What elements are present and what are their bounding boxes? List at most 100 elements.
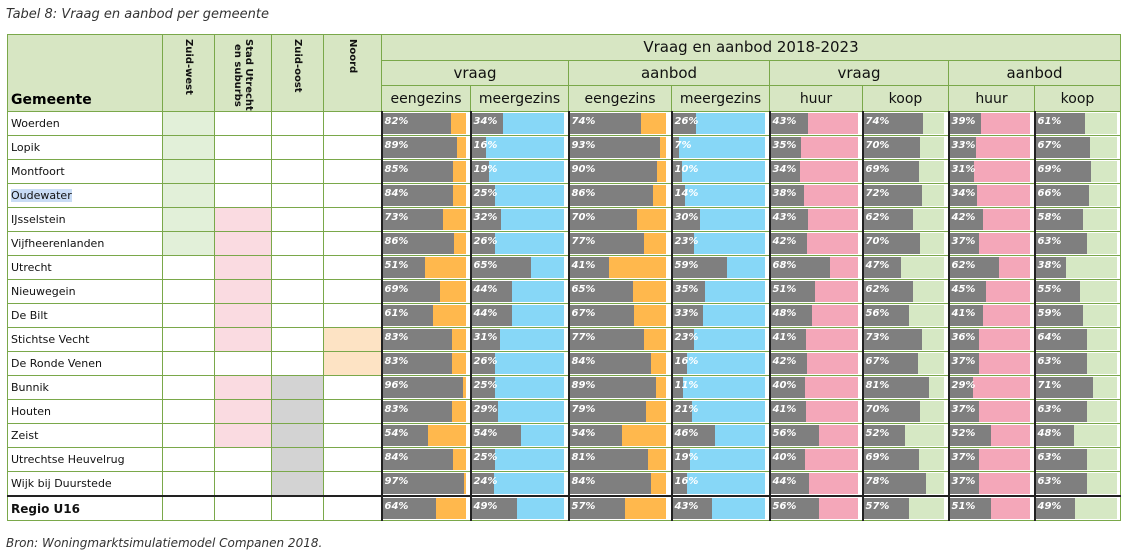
bar	[1036, 377, 1120, 398]
bar-cell-vraag-huur: 38%	[768, 183, 863, 208]
bar-cell-aanbod-huur: 31%	[947, 159, 1035, 184]
bar-fill	[771, 473, 809, 494]
region-cell-noord	[323, 255, 382, 280]
percent-label: 62%	[951, 260, 976, 271]
bar-cell-aanbod-eengezins: 74%	[567, 111, 672, 136]
bar-fill	[864, 473, 927, 494]
bar-cell-aanbod-eengezins: 41%	[567, 255, 672, 280]
bar-fill	[570, 329, 645, 350]
bar	[673, 305, 769, 326]
bar	[383, 113, 470, 134]
bar-fill	[673, 377, 683, 398]
bar	[864, 401, 948, 422]
bar-cell-aanbod-koop: 38%	[1033, 255, 1121, 280]
percent-label: 40%	[772, 452, 797, 463]
bar-fill	[383, 377, 463, 398]
bar-cell-aanbod-koop: 63%	[1033, 471, 1121, 497]
percent-label: 70%	[571, 212, 596, 223]
percent-label: 70%	[865, 236, 890, 247]
percent-label: 90%	[571, 164, 596, 175]
bar-fill	[864, 353, 918, 374]
percent-label: 42%	[772, 236, 797, 247]
percent-label: 74%	[571, 116, 596, 127]
bar-remainder	[673, 161, 765, 182]
bar-cell-aanbod-meergezins: 23%	[670, 231, 770, 256]
percent-label: 83%	[384, 356, 409, 367]
table-caption: Tabel 8: Vraag en aanbod per gemeente	[6, 7, 269, 22]
bar-cell-aanbod-koop: 49%	[1033, 495, 1121, 521]
bar-cell-vraag-eengezins: 54%	[380, 423, 471, 448]
bar-fill	[950, 377, 973, 398]
bar	[950, 113, 1034, 134]
region-cell-zuidoost	[271, 327, 324, 352]
bar-fill	[864, 425, 906, 446]
col-header: eengezins	[568, 85, 672, 112]
bar-cell-vraag-koop: 70%	[861, 231, 949, 256]
bar	[1036, 498, 1120, 519]
bar	[864, 449, 948, 470]
col-header: huur	[948, 85, 1035, 112]
percent-label: 81%	[571, 452, 596, 463]
percent-label: 61%	[384, 308, 409, 319]
bar-fill	[771, 498, 820, 519]
bar	[570, 233, 671, 254]
table-row: De Bilt 61% 44% 67% 33% 48% 56% 41% 59%	[7, 303, 1121, 328]
region-cell-noord	[323, 423, 382, 448]
bar-fill	[1036, 257, 1067, 278]
region-cell-zuidwest	[162, 447, 215, 472]
bar	[950, 209, 1034, 230]
gemeente-label: Bunnik	[11, 381, 49, 394]
bar-cell-vraag-eengezins: 51%	[380, 255, 471, 280]
bar-cell-vraag-meergezins: 25%	[469, 183, 569, 208]
bar-fill	[864, 185, 922, 206]
bar-cell-vraag-eengezins: 82%	[380, 111, 471, 136]
gemeente-name: Nieuwegein	[7, 279, 163, 304]
bar-cell-aanbod-meergezins: 21%	[670, 399, 770, 424]
bar-fill	[1036, 353, 1087, 374]
bar-fill	[864, 305, 909, 326]
bar-cell-vraag-koop: 69%	[861, 159, 949, 184]
bar	[950, 185, 1034, 206]
bar-fill	[673, 113, 697, 134]
region-header-zuidoost: Zuid-oost	[271, 34, 324, 112]
percent-label: 61%	[1037, 116, 1062, 127]
bar	[673, 209, 769, 230]
bar-remainder	[673, 137, 765, 158]
bar	[383, 209, 470, 230]
gemeente-name: IJsselstein	[7, 207, 163, 232]
region-cell-zuidwest	[162, 423, 215, 448]
bar	[472, 113, 568, 134]
gemeente-label: Regio U16	[11, 501, 80, 516]
bar	[673, 113, 769, 134]
bar	[472, 209, 568, 230]
sub-header-aanbod: aanbod	[948, 59, 1121, 87]
bar-cell-aanbod-huur: 52%	[947, 423, 1035, 448]
bar-remainder	[673, 329, 765, 350]
bar	[864, 473, 948, 494]
bar-cell-aanbod-huur: 29%	[947, 375, 1035, 400]
bar	[771, 329, 862, 350]
bar-cell-aanbod-koop: 66%	[1033, 183, 1121, 208]
region-cell-zuidwest	[162, 351, 215, 376]
bar	[950, 353, 1034, 374]
region-cell-zuidoost	[271, 351, 324, 376]
bar-fill	[950, 233, 980, 254]
bar-cell-aanbod-meergezins: 19%	[670, 447, 770, 472]
percent-label: 38%	[1037, 260, 1062, 271]
bar-fill	[771, 257, 830, 278]
bar	[771, 281, 862, 302]
bar-cell-aanbod-eengezins: 57%	[567, 495, 672, 521]
percent-label: 34%	[473, 116, 498, 127]
bar	[472, 233, 568, 254]
gemeente-name: Regio U16	[7, 495, 163, 521]
bar-cell-aanbod-meergezins: 43%	[670, 495, 770, 521]
table-row: Lopik 89% 16% 93% 7% 35% 70% 33% 67%	[7, 135, 1121, 160]
region-cell-zuidwest	[162, 303, 215, 328]
bar-fill	[472, 377, 495, 398]
table-row: Bunnik 96% 25% 89% 11% 40% 81% 29% 71%	[7, 375, 1121, 400]
bar	[771, 137, 862, 158]
bar-cell-aanbod-eengezins: 89%	[567, 375, 672, 400]
bar-fill	[950, 209, 984, 230]
bar-cell-aanbod-meergezins: 33%	[670, 303, 770, 328]
bar-cell-vraag-koop: 74%	[861, 111, 949, 136]
